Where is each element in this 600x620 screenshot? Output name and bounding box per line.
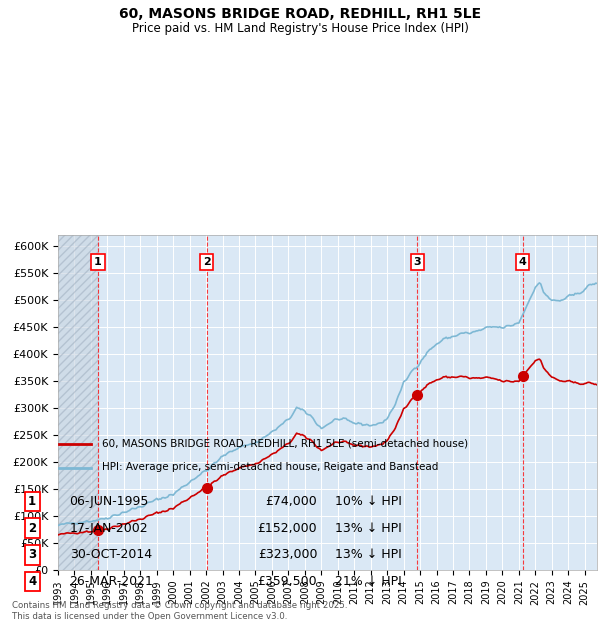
Text: 17-JAN-2002: 17-JAN-2002	[70, 521, 148, 534]
Text: £74,000: £74,000	[266, 495, 317, 508]
Text: £359,500: £359,500	[257, 575, 317, 588]
Text: 21% ↓ HPI: 21% ↓ HPI	[335, 575, 401, 588]
Text: 3: 3	[413, 257, 421, 267]
Text: 06-JUN-1995: 06-JUN-1995	[70, 495, 149, 508]
Polygon shape	[58, 235, 98, 570]
Text: Contains HM Land Registry data © Crown copyright and database right 2025.
This d: Contains HM Land Registry data © Crown c…	[12, 601, 347, 620]
Text: 3: 3	[28, 548, 36, 561]
Text: Price paid vs. HM Land Registry's House Price Index (HPI): Price paid vs. HM Land Registry's House …	[131, 22, 469, 35]
Text: 2: 2	[28, 521, 36, 534]
Text: 1: 1	[94, 257, 102, 267]
Text: 30-OCT-2014: 30-OCT-2014	[70, 548, 152, 561]
Text: £323,000: £323,000	[258, 548, 317, 561]
Text: 2: 2	[203, 257, 211, 267]
Text: 4: 4	[28, 575, 36, 588]
Text: 13% ↓ HPI: 13% ↓ HPI	[335, 548, 401, 561]
Text: HPI: Average price, semi-detached house, Reigate and Banstead: HPI: Average price, semi-detached house,…	[101, 463, 438, 472]
Text: 26-MAR-2021: 26-MAR-2021	[70, 575, 154, 588]
Text: 13% ↓ HPI: 13% ↓ HPI	[335, 521, 401, 534]
Text: 4: 4	[518, 257, 527, 267]
Text: 60, MASONS BRIDGE ROAD, REDHILL, RH1 5LE (semi-detached house): 60, MASONS BRIDGE ROAD, REDHILL, RH1 5LE…	[101, 438, 467, 448]
Text: 10% ↓ HPI: 10% ↓ HPI	[335, 495, 401, 508]
Text: £152,000: £152,000	[257, 521, 317, 534]
Text: 60, MASONS BRIDGE ROAD, REDHILL, RH1 5LE: 60, MASONS BRIDGE ROAD, REDHILL, RH1 5LE	[119, 7, 481, 22]
Text: 1: 1	[28, 495, 36, 508]
